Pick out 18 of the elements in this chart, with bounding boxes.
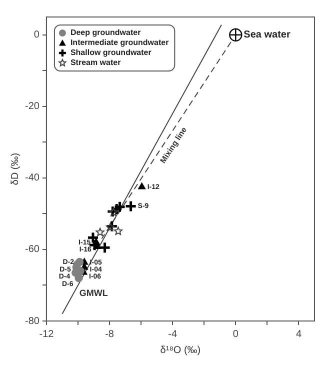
x-tick-label: 0 (232, 328, 239, 340)
legend-label: Intermediate groundwater (70, 38, 169, 48)
data-label: Sea water (244, 30, 290, 41)
series-label: GMWL (79, 288, 108, 298)
legend-label: Deep groundwater (70, 28, 141, 38)
y-tick-label: -60 (25, 244, 40, 256)
legend-label: Shallow groundwater (70, 48, 152, 58)
y-axis-title: δD (‰) (10, 152, 21, 186)
y-tick-label: -20 (25, 101, 40, 112)
legend-label: Stream water (70, 58, 121, 68)
x-tick-label: -4 (168, 328, 178, 340)
y-tick-label: -40 (25, 172, 40, 184)
x-tick-label: -8 (105, 328, 114, 340)
y-tick-label: -80 (25, 316, 40, 327)
x-tick-label: -12 (39, 328, 54, 340)
x-axis-title: δ¹⁸O (‰) (160, 344, 201, 356)
y-tick-label: 0 (34, 30, 40, 41)
x-tick-label: 4 (296, 328, 302, 340)
